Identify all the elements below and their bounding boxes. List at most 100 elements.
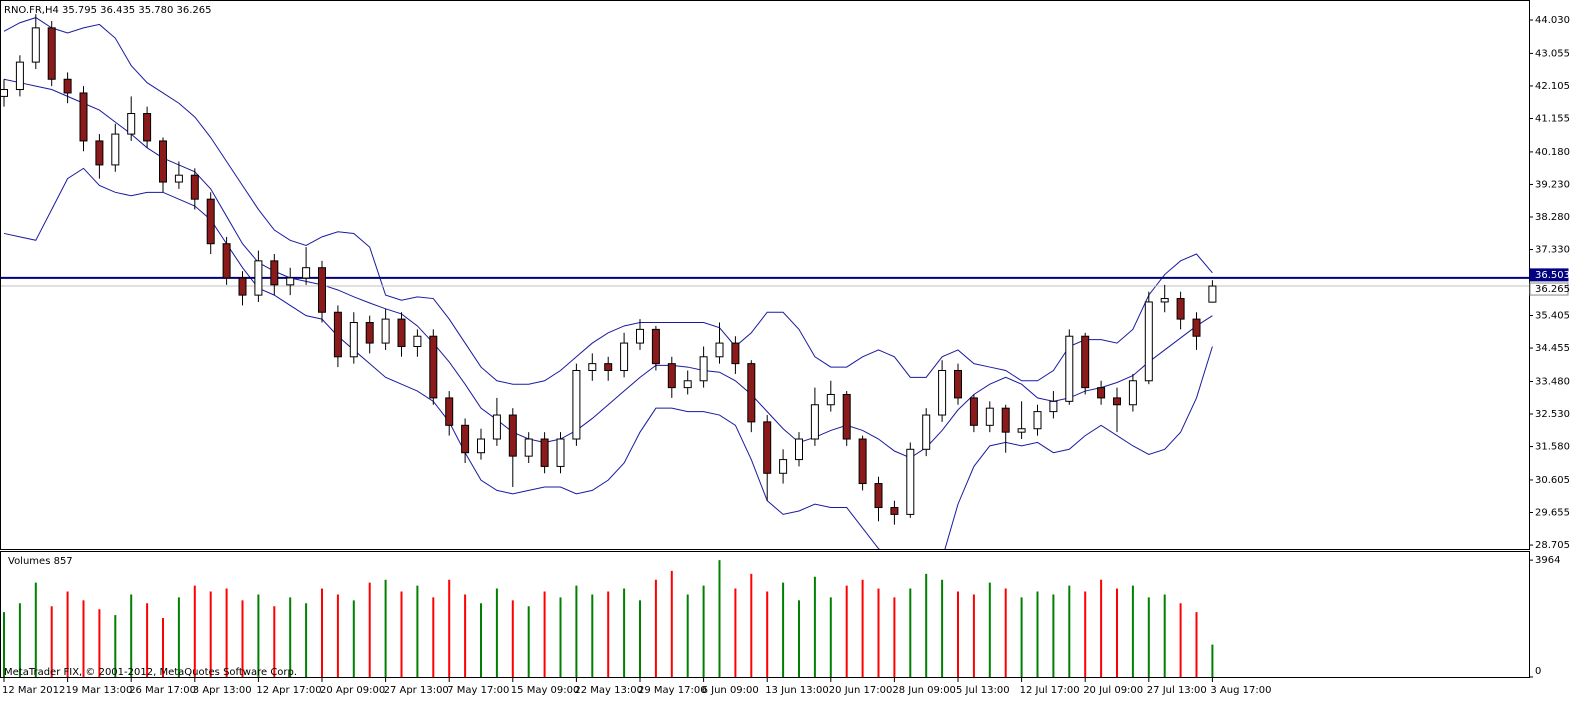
candle-body: [604, 363, 613, 371]
candle-body: [938, 369, 947, 416]
x-tick-label: 27 Apr 13:00: [384, 685, 449, 696]
price-level-box: [1529, 282, 1569, 296]
candle-body: [349, 322, 358, 358]
candle-body: [1176, 298, 1185, 320]
candle-body: [922, 414, 931, 450]
candle-body: [254, 260, 263, 296]
candle-body: [333, 311, 342, 358]
candle-body: [127, 113, 136, 135]
candle-body: [1001, 407, 1010, 433]
candle-body: [795, 438, 803, 461]
y-tick-label: 44.030: [1535, 15, 1570, 26]
bollinger-upper: [3, 17, 1213, 385]
x-tick-label: 19 Mar 13:00: [66, 685, 133, 696]
candle-body: [302, 267, 311, 279]
candle-body: [1144, 301, 1153, 382]
x-tick-label: 29 May 17:00: [638, 685, 707, 696]
candle-body: [779, 459, 788, 474]
axes: 44.030 43.055 42.105 41.155 40.180 39.230 38.2…: [2, 15, 1570, 696]
candle-body: [159, 140, 167, 183]
candle-body: [1017, 428, 1026, 433]
candle-body: [111, 133, 120, 166]
candle-body: [429, 335, 438, 399]
candle-body: [731, 342, 740, 365]
candle-body: [1033, 411, 1042, 430]
x-tick-label: 6 Jun 09:00: [702, 685, 759, 696]
candle-body: [238, 277, 247, 296]
candle-body: [381, 318, 390, 344]
candle-body: [15, 61, 24, 91]
candle-body: [318, 267, 326, 313]
candle-body: [556, 438, 565, 467]
x-tick-label: 26 Mar 17:00: [129, 685, 196, 696]
y-tick-label: 35.405: [1535, 311, 1570, 322]
candle-body: [715, 342, 724, 358]
candle-body: [47, 27, 56, 80]
candle-body: [445, 397, 454, 426]
candle-body: [397, 318, 406, 348]
volume-title: Volumes 857: [8, 556, 73, 567]
x-tick-label: 7 May 17:00: [447, 685, 509, 696]
candle-body: [174, 174, 183, 183]
candle-body: [906, 448, 915, 515]
candle-body: [954, 369, 962, 399]
copyright: MetaTrader FIX, © 2001-2012, MetaQuotes …: [4, 667, 297, 678]
y-tick-label: 42.105: [1535, 81, 1570, 92]
candle-body: [270, 260, 279, 286]
candle-body: [826, 393, 835, 406]
x-tick-label: 20 Apr 09:00: [320, 685, 385, 696]
candle-body: [858, 438, 867, 485]
candle-body: [1208, 285, 1217, 303]
candle-body: [1128, 380, 1137, 406]
candle-body: [95, 140, 104, 166]
candle-body: [969, 397, 978, 426]
y-tick-label: 28.705: [1535, 540, 1570, 551]
candle-body: [31, 27, 40, 63]
y-tick-label: 39.230: [1535, 179, 1570, 190]
x-tick-label: 22 May 13:00: [574, 685, 643, 696]
price-level-label: 36.265: [1535, 284, 1570, 295]
candle-body: [667, 363, 676, 389]
y-tick-label: 34.455: [1535, 343, 1570, 354]
price-level-label: 36.503: [1535, 270, 1570, 281]
x-tick-label: 3 Aug 17:00: [1210, 685, 1271, 696]
y-tick-label: 40.180: [1535, 147, 1570, 158]
candle-body: [286, 277, 295, 286]
candle-body: [63, 78, 72, 94]
candle-body: [572, 369, 581, 440]
candle-body: [365, 322, 374, 344]
x-tick-label: 20 Jun 17:00: [829, 685, 893, 696]
x-tick-label: 3 Apr 13:00: [193, 685, 252, 696]
price-level-box: [1529, 268, 1569, 282]
y-tick-label: 31.580: [1535, 442, 1570, 453]
candle-body: [1113, 397, 1121, 406]
candle-body: [1097, 387, 1106, 399]
candle-body: [763, 421, 772, 474]
candle-body: [492, 414, 501, 440]
x-tick-label: 5 Jul 13:00: [956, 685, 1010, 696]
volume-pane: [0, 551, 1530, 678]
candle-body: [143, 113, 152, 142]
candle-body: [1160, 298, 1169, 303]
x-tick-label: 28 Jun 09:00: [892, 685, 956, 696]
y-tick-label: 37.330: [1535, 245, 1570, 256]
x-tick-label: 12 Apr 17:00: [256, 685, 321, 696]
volume-plot: [3, 560, 1214, 677]
candle-body: [588, 363, 597, 371]
candle-body: [222, 243, 231, 279]
y-tick-label: 30.605: [1535, 475, 1570, 486]
y-tick-label: 32.530: [1535, 409, 1570, 420]
x-tick-label: 27 Jul 13:00: [1147, 685, 1207, 696]
x-tick-label: 20 Jul 09:00: [1083, 685, 1143, 696]
candle-body: [810, 404, 819, 440]
candle-body: [683, 380, 692, 389]
candle-body: [477, 438, 485, 454]
y-tick-label: 33.480: [1535, 376, 1570, 387]
y-tick-label: 38.280: [1535, 212, 1570, 223]
candle-body: [413, 335, 422, 348]
candle-body: [508, 414, 517, 457]
x-tick-label: 13 Jun 13:00: [765, 685, 829, 696]
candle-body: [636, 328, 644, 344]
candle-body: [190, 174, 199, 200]
